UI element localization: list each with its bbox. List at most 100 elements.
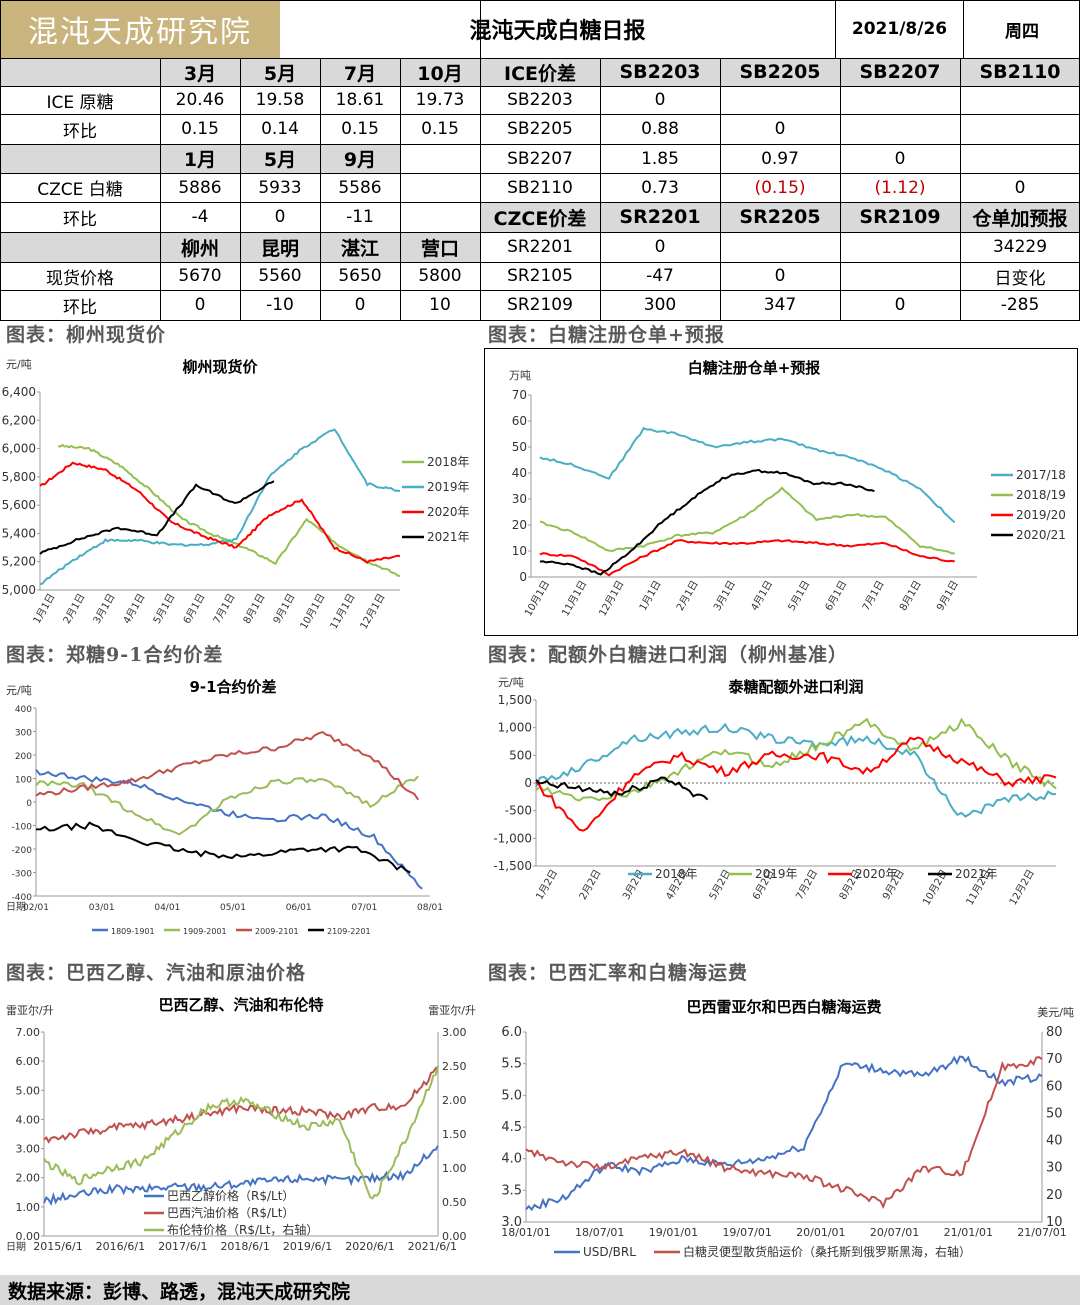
spot-place-header: 营口 <box>400 232 480 262</box>
y2-tick-label: 80 <box>1046 1025 1063 1040</box>
x-tick-label: 2月1日 <box>61 592 88 626</box>
legend-label: 2018/19 <box>1016 488 1066 502</box>
report-weekday: 周四 <box>963 0 1080 58</box>
series-line <box>535 776 709 801</box>
y-tick-label: 7.00 <box>16 1026 41 1039</box>
spot-value: 5670 <box>178 266 222 286</box>
czce-spread-row-name: SR2201 <box>507 237 573 257</box>
x-tick-label: 19/01/01 <box>649 1226 698 1239</box>
y-tick-label: 1,000 <box>498 721 532 735</box>
x-tick-label: 2020/6/1 <box>345 1240 394 1253</box>
ice-chg: 0.15 <box>181 119 219 139</box>
legend-label: 2020年 <box>855 867 898 881</box>
y2-axis-unit: 雷亚尔/升 <box>428 1004 476 1017</box>
y-tick-label: 5,600 <box>2 498 36 512</box>
y-tick-label: -100 <box>12 823 33 833</box>
legend-label: 2019年 <box>755 867 798 881</box>
y-tick-label: 0.00 <box>16 1230 41 1243</box>
x-tick-label: 2月1日 <box>674 579 701 613</box>
legend-label: 2018年 <box>655 867 698 881</box>
x-tick-label: 2月2日 <box>577 868 604 902</box>
ice-chg: 0.15 <box>421 119 459 139</box>
y-tick-label: 3.0 <box>501 1215 522 1230</box>
y-tick-label: -1,500 <box>493 859 532 873</box>
y2-tick-label: 1.50 <box>442 1128 467 1141</box>
series-line <box>525 1055 1043 1212</box>
x-tick-label: 8月1日 <box>897 579 924 613</box>
legend-label: 布伦特价格（R$/Lt，右轴） <box>167 1222 318 1237</box>
ice-value: 19.58 <box>255 90 305 110</box>
y-tick-label: 1,500 <box>498 693 532 707</box>
section-title-liuzhou: 图表：柳州现货价 <box>6 323 167 346</box>
legend-label: USD/BRL <box>583 1245 636 1259</box>
ice-spread-value <box>840 86 960 114</box>
x-tick-label: 1月2日 <box>534 868 561 902</box>
spot-place-header: 昆明 <box>240 232 320 262</box>
ice-spread-value <box>960 114 1080 144</box>
ice-spread-value: (1.12) <box>874 177 926 198</box>
ice-month-header: 7月 <box>320 58 400 86</box>
x-tick-label: 06/01 <box>286 903 312 913</box>
section-title-warehouse: 图表：白糖注册仓单+预报 <box>488 323 725 346</box>
ice-name: ICE 原糖 <box>46 92 114 113</box>
x-tick-label: 7月1日 <box>211 592 238 626</box>
x-tick-label: 4月1日 <box>748 579 775 613</box>
y-axis-unit: 元/吨 <box>498 676 524 689</box>
x-tick-label: 2016/6/1 <box>96 1240 145 1253</box>
spot-chg: 0 <box>194 295 206 315</box>
x-tick-label: 12月2日 <box>1007 868 1037 908</box>
section-title-spread: 图表：郑糖9-1合约价差 <box>6 643 224 666</box>
series-line <box>43 1066 439 1144</box>
ice-spread-row-name: SB2110 <box>507 177 573 198</box>
y-tick-label: 3.5 <box>501 1183 522 1198</box>
x-axis-label: 日期 <box>6 1241 26 1253</box>
summary-table: 混沌天成研究院 混沌天成白糖日报 2021/8/26 周四 3月 5月 7月 10月 ICE 原… <box>0 0 1080 321</box>
x-tick-label: 19/07/01 <box>722 1226 771 1239</box>
ice-spread-value: 0.88 <box>641 119 679 139</box>
x-tick-label: 18/01/01 <box>501 1226 550 1239</box>
x-tick-label: 07/01 <box>351 903 377 913</box>
y-tick-label: 30 <box>512 492 527 506</box>
chart-title: 巴西雷亚尔和巴西白糖海运费 <box>686 998 881 1016</box>
legend-label: 2019/20 <box>1016 508 1066 522</box>
x-tick-label: 6月1日 <box>181 592 208 626</box>
y-tick-label: 1.00 <box>16 1201 41 1214</box>
spot-name: 现货价格 <box>46 268 114 289</box>
spot-place-header: 柳州 <box>160 232 240 262</box>
czce-spread-value: 347 <box>763 295 797 315</box>
ice-value: 18.61 <box>335 90 385 110</box>
legend-label: 1909-2001 <box>183 927 227 936</box>
x-tick-label: 4月1日 <box>121 592 148 626</box>
legend-label: 巴西汽油价格（R$/Lt） <box>167 1205 294 1220</box>
blank-cell <box>0 232 160 262</box>
y2-tick-label: 30 <box>1046 1161 1063 1176</box>
y-tick-label: 5,800 <box>2 470 36 484</box>
ice-spread-col: SB2110 <box>960 58 1080 86</box>
legend-label: 2009-2101 <box>255 927 299 936</box>
czce-value: 5586 <box>338 177 382 198</box>
ice-spread-value: 0.73 <box>641 177 679 198</box>
y-tick-label: 0 <box>524 776 532 790</box>
x-tick-label: 3月1日 <box>711 579 738 613</box>
y2-tick-label: 1.00 <box>442 1162 467 1175</box>
series-line <box>57 443 401 577</box>
series-line <box>539 468 875 576</box>
legend-label: 2021年 <box>955 867 998 881</box>
ice-chg-label: 环比 <box>63 121 97 142</box>
blank-cell <box>0 58 160 86</box>
ice-spread-value: 0 <box>894 148 906 169</box>
legend-label: 2109-2201 <box>327 927 371 936</box>
spot-place-header: 湛江 <box>320 232 400 262</box>
x-tick-label: 10月1日 <box>522 579 552 619</box>
x-axis-label: 日期 <box>6 901 26 913</box>
y-tick-label: 6,200 <box>2 413 36 427</box>
x-tick-label: 11月1日 <box>328 592 358 632</box>
chart-brazil-fuel: 巴西乙醇、汽油和布伦特 雷亚尔/升 雷亚尔/升 0.00 1.00 2.00 3.00 4.0… <box>2 986 480 1272</box>
x-tick-label: 10月1日 <box>298 592 328 632</box>
chart-title: 泰糖配额外进口利润 <box>727 678 863 696</box>
y-tick-label: 4.00 <box>16 1113 41 1126</box>
ice-spread-col: SB2203 <box>600 58 720 86</box>
legend-label: 巴西乙醇价格（R$/Lt） <box>167 1188 294 1203</box>
czce-spread-value <box>720 232 840 262</box>
y2-tick-label: 70 <box>1046 1052 1063 1067</box>
